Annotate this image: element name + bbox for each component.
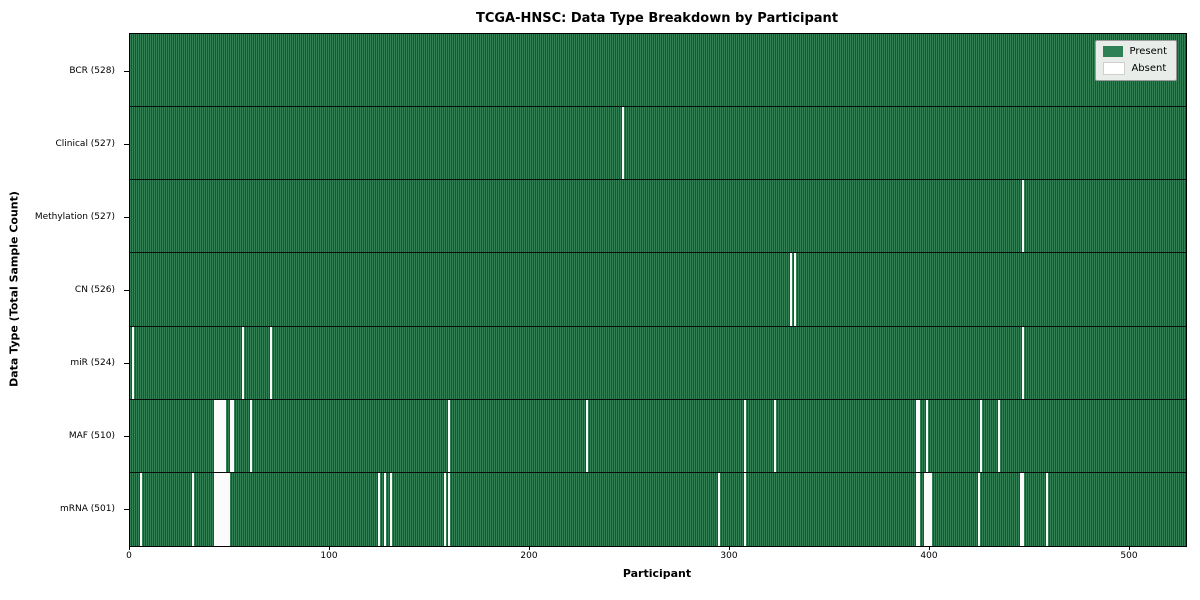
absent-stripe: [926, 472, 928, 546]
absent-stripe: [448, 399, 450, 472]
x-tick-mark: [529, 546, 530, 550]
x-tick-mark: [929, 546, 930, 550]
y-tick-mark: [124, 143, 129, 145]
absent-stripe: [794, 253, 796, 326]
plot-area: Present Absent: [129, 33, 1187, 547]
absent-stripe: [1022, 180, 1024, 253]
absent-stripe: [444, 472, 446, 546]
absent-stripe: [1022, 472, 1024, 546]
x-tick-label: 300: [720, 551, 738, 561]
absent-stripe: [222, 472, 224, 546]
y-tick-label: miR (524): [70, 358, 115, 369]
y-tick-label: mRNA (501): [60, 504, 115, 515]
absent-stripe: [216, 399, 218, 472]
x-axis-label: Participant: [622, 567, 692, 580]
absent-stripe: [622, 107, 624, 180]
absent-stripe: [1020, 472, 1022, 546]
absent-stripe: [214, 399, 216, 472]
y-tick-label: Clinical (527): [55, 138, 115, 149]
absent-stripe: [918, 399, 920, 472]
x-tick-label: 100: [320, 551, 338, 561]
y-tick-label: CN (526): [74, 285, 115, 295]
absent-stripe: [224, 399, 226, 472]
x-tick-mark: [329, 546, 330, 550]
y-tick-label: Methylation (527): [34, 211, 115, 222]
absent-stripe: [928, 472, 930, 546]
absent-stripe: [220, 399, 222, 472]
absent-stripe: [390, 472, 392, 546]
absent-stripe: [916, 472, 918, 546]
legend-label-absent: Absent: [1131, 63, 1167, 74]
legend-label-present: Present: [1129, 46, 1167, 57]
heatmap-row-methylation: [130, 180, 1186, 254]
y-tick-mark: [124, 509, 129, 511]
absent-stripe: [218, 472, 220, 546]
absent-stripe: [916, 399, 918, 472]
y-tick-mark: [124, 436, 129, 438]
heatmap-row-mrna: [130, 472, 1186, 546]
present-swatch: [1103, 46, 1124, 57]
absent-stripe: [250, 399, 252, 472]
absent-stripe: [930, 472, 932, 546]
y-tick-label: MAF (510): [68, 431, 115, 442]
absent-swatch: [1103, 62, 1126, 75]
y-tick-mark: [124, 70, 129, 72]
absent-stripe: [230, 399, 232, 472]
absent-stripe: [978, 472, 980, 546]
x-tick-label: 400: [920, 551, 938, 561]
x-tick-label: 500: [1120, 551, 1138, 561]
absent-stripe: [218, 399, 220, 472]
x-tick-label: 200: [520, 551, 538, 561]
absent-stripe: [222, 399, 224, 472]
absent-stripe: [744, 472, 746, 546]
legend: Present Absent: [1095, 40, 1177, 81]
absent-stripe: [448, 472, 450, 546]
absent-stripe: [998, 399, 1000, 472]
absent-stripe: [924, 472, 926, 546]
absent-stripe: [214, 472, 216, 546]
legend-item-absent: Absent: [1103, 62, 1167, 75]
legend-item-present: Present: [1103, 46, 1167, 57]
x-tick-mark: [729, 546, 730, 550]
absent-stripe: [226, 472, 228, 546]
absent-stripe: [790, 253, 792, 326]
absent-stripe: [224, 472, 226, 546]
absent-stripe: [384, 472, 386, 546]
absent-stripe: [270, 326, 272, 399]
heatmap-row-bcr: [130, 34, 1186, 108]
absent-stripe: [228, 472, 230, 546]
y-tick-mark: [124, 216, 129, 218]
absent-stripe: [918, 472, 920, 546]
x-tick-mark: [129, 546, 130, 550]
absent-stripe: [586, 399, 588, 472]
chart-title: TCGA-HNSC: Data Type Breakdown by Partic…: [475, 11, 839, 26]
absent-stripe: [774, 399, 776, 472]
heatmap-row-maf: [130, 399, 1186, 473]
absent-stripe: [216, 472, 218, 546]
absent-stripe: [140, 472, 142, 546]
absent-stripe: [192, 472, 194, 546]
absent-stripe: [980, 399, 982, 472]
y-tick-mark: [124, 363, 129, 365]
y-tick-mark: [124, 290, 129, 291]
absent-stripe: [220, 472, 222, 546]
y-tick-label: BCR (528): [69, 65, 115, 76]
absent-stripe: [378, 472, 380, 546]
heatmap-row-cn: [130, 253, 1186, 327]
x-tick-label: 0: [126, 551, 132, 561]
absent-stripe: [132, 326, 134, 399]
absent-stripe: [744, 399, 746, 472]
absent-stripe: [242, 326, 244, 399]
heatmap-row-clinical: [130, 107, 1186, 181]
absent-stripe: [1022, 326, 1024, 399]
absent-stripe: [232, 399, 234, 472]
absent-stripe: [1046, 472, 1048, 546]
absent-stripe: [718, 472, 720, 546]
absent-stripe: [926, 399, 928, 472]
x-tick-mark: [1129, 546, 1130, 550]
heatmap-row-mir: [130, 326, 1186, 400]
